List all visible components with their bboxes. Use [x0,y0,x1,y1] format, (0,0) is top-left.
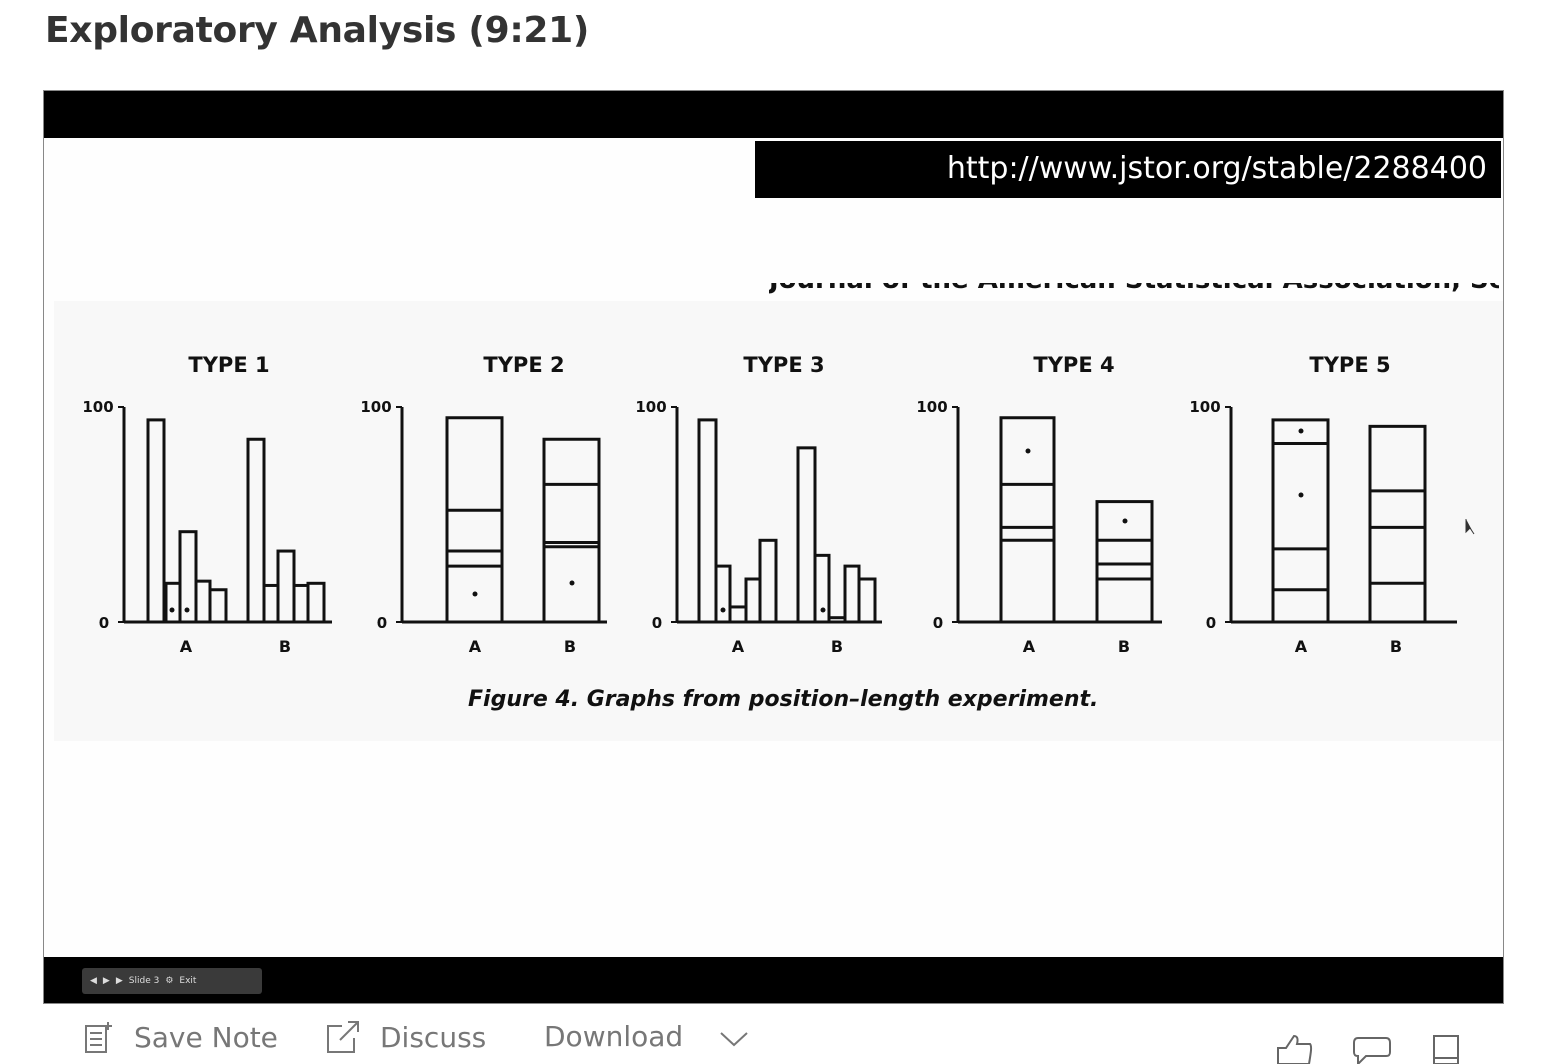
slide-selector[interactable]: Slide 3 [128,976,160,986]
marker-dot [472,591,478,597]
bar-rect [813,553,831,624]
stacked-bar [1095,500,1154,624]
journal-header: Journal of the American Statistical Asso… [769,283,1499,303]
y-tick-label: 0 [652,614,662,632]
bar-rect [827,616,847,624]
figure-panels: TYPE 1 100 0 A B TYPE 2 100 0 A B TYPE 3 100 0 A B TYPE… [82,353,1475,656]
action-bar: Save Note Discuss Download [0,1020,1558,1064]
save-note-label: Save Note [134,1020,278,1054]
y-tick-label: 100 [916,398,947,416]
exit-button[interactable]: Exit [179,976,197,986]
y-tick-label: 100 [635,398,666,416]
bar-rect [697,418,718,624]
figure-caption: Figure 4. Graphs from position–length ex… [468,687,1099,712]
y-tick-label: 0 [933,614,943,632]
bar-rect [758,538,778,624]
discuss-label: Discuss [380,1020,487,1054]
save-note-button[interactable]: Save Note [84,1020,278,1054]
bookmark-icon[interactable] [1430,1034,1462,1064]
x-category-label: B [831,637,843,656]
marker-dot [169,607,175,613]
marker-dot [184,607,190,613]
marker-dot [1025,448,1031,454]
player-bottom-bar: ◀ ▶ ▶ Slide 3 ⚙ Exit [44,957,1503,1003]
panel-title: TYPE 3 [743,353,824,377]
panels-group: TYPE 1 100 0 A B TYPE 2 100 0 A B TYPE 3 100 0 A B TYPE… [82,353,1475,656]
external-link-icon [327,1021,359,1053]
marker-dot [1122,518,1128,524]
figure-area [54,301,1503,741]
marker-dot [820,607,826,613]
stacked-bar [1368,424,1427,624]
stacked-bar [1271,418,1330,624]
bar-rect [164,581,182,624]
thumbs-up-icon[interactable] [1276,1034,1314,1064]
bar-rect [843,564,861,624]
comment-icon[interactable] [1352,1034,1392,1064]
y-tick-label: 100 [1189,398,1220,416]
url-banner: http://www.jstor.org/stable/2288400 [755,141,1501,198]
x-category-label: A [1295,637,1308,656]
download-button[interactable]: Download [544,1020,749,1053]
bar-rect [728,605,748,624]
discuss-button[interactable]: Discuss [326,1020,486,1054]
y-tick-label: 100 [82,398,113,416]
y-tick-label: 100 [360,398,391,416]
marker-dot [720,607,726,613]
chevron-down-icon [720,1031,748,1046]
download-label: Download [544,1020,684,1053]
settings-icon[interactable]: ⚙ [165,976,174,986]
bar-rect [292,583,310,624]
x-category-label: B [1118,637,1130,656]
x-category-label: A [1023,637,1036,656]
bar-rect [146,418,166,624]
marker-dot [569,580,575,586]
stacked-bar [999,416,1056,624]
y-tick-label: 0 [377,614,387,632]
panel-title: TYPE 5 [1309,353,1390,377]
bar-rect [208,588,228,624]
bar-rect [744,577,762,624]
bar-rect [306,581,326,624]
prev-slide-button[interactable]: ◀ [90,976,97,986]
bar-rect [178,530,198,624]
video-player[interactable]: http://www.jstor.org/stable/2288400 Jour… [43,90,1504,1004]
panel-title: TYPE 2 [483,353,564,377]
cursor-icon [1465,519,1475,535]
x-category-label: A [469,637,482,656]
page-title: Exploratory Analysis (9:21) [45,10,590,51]
next-slide-button[interactable]: ▶ [115,976,123,986]
play-button[interactable]: ▶ [102,976,110,986]
bar-rect [276,549,296,624]
panel-title: TYPE 1 [188,353,269,377]
bar-rect [796,446,817,624]
x-category-label: B [564,637,576,656]
player-controls: ◀ ▶ ▶ Slide 3 ⚙ Exit [82,968,262,994]
player-top-bar [44,91,1503,138]
note-icon [85,1022,112,1053]
bar-rect [246,437,266,624]
x-category-label: A [180,637,193,656]
bar-rect [714,564,732,624]
bar-rect [262,583,280,624]
marker-dot [1298,428,1304,434]
y-tick-label: 0 [1206,614,1216,632]
y-tick-label: 0 [99,614,109,632]
marker-dot [1298,492,1304,498]
x-category-label: B [1390,637,1402,656]
bar-rect [194,579,212,624]
panel-title: TYPE 4 [1033,353,1114,377]
stacked-bar [542,437,601,624]
bar-rect [857,577,877,624]
stacked-bar [445,416,504,624]
x-category-label: B [279,637,291,656]
x-category-label: A [732,637,745,656]
